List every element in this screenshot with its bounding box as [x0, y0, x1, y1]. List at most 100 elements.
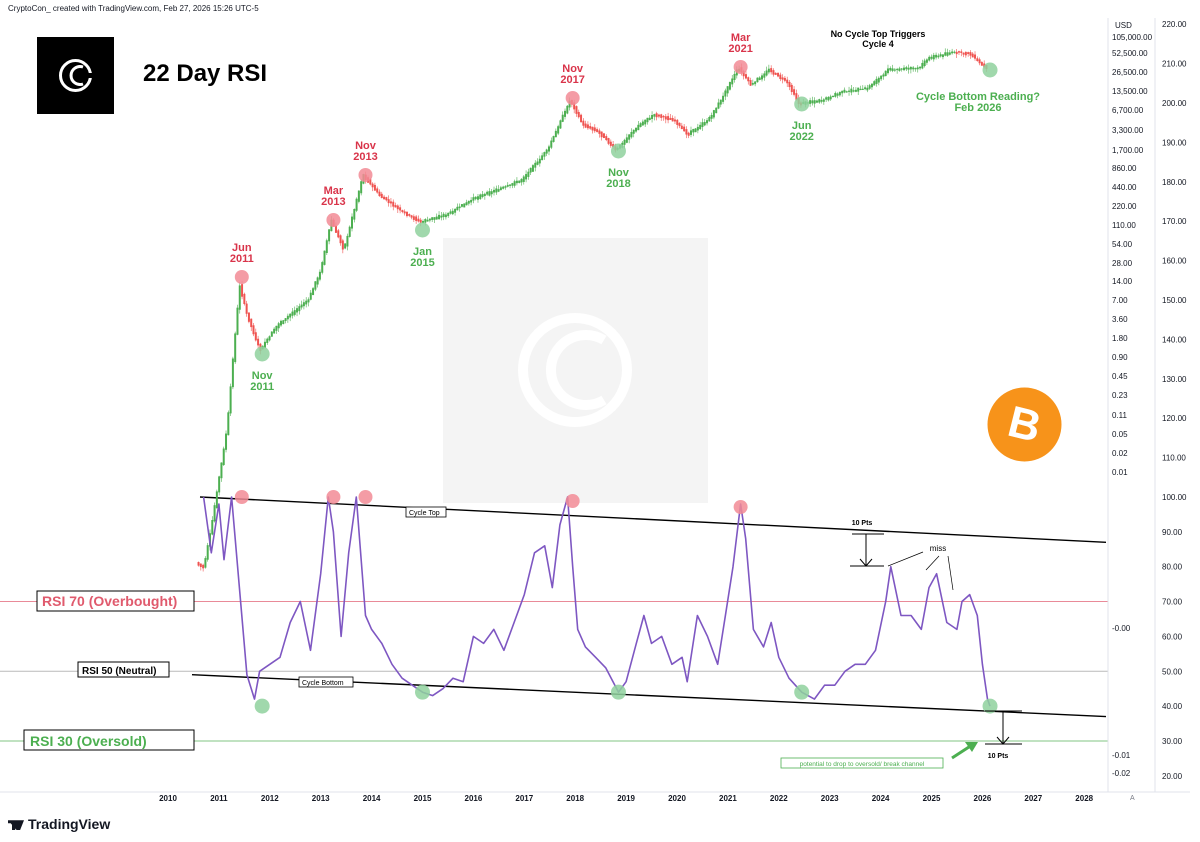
price-axis-tick: 3.60 [1112, 315, 1128, 324]
price-candle [586, 124, 589, 129]
price-candle [728, 82, 731, 90]
price-candle [632, 129, 635, 134]
price-candle [371, 183, 374, 188]
price-candle [669, 117, 672, 120]
price-candle [939, 54, 942, 57]
price-axis-tick: -0.01 [1112, 751, 1131, 760]
cycle-bottom-label: Nov [252, 370, 274, 382]
price-cycle-bottom-marker [794, 96, 810, 112]
price-candle [584, 123, 587, 128]
price-candle [424, 219, 427, 223]
price-candle [547, 146, 550, 152]
price-candle [772, 70, 775, 75]
price-candle [387, 199, 390, 204]
price-candle [909, 66, 912, 70]
price-candle [923, 60, 926, 67]
cycle-top-line [199, 496, 1107, 544]
price-candle [763, 73, 766, 78]
price-candle [928, 56, 931, 61]
x-axis-tick: 2020 [668, 794, 686, 803]
price-candle [291, 311, 294, 316]
price-candle [623, 139, 626, 145]
price-candle [893, 69, 896, 71]
cycle-top-label: Nov [355, 140, 377, 152]
price-candle [298, 306, 301, 312]
price-candle [898, 68, 901, 71]
price-candle [575, 106, 578, 114]
price-candle [270, 331, 273, 337]
price-candle [481, 194, 484, 197]
tradingview-label: TradingView [28, 816, 111, 832]
price-candle [596, 129, 599, 132]
price-candle [905, 67, 908, 70]
price-candle [422, 221, 425, 223]
price-candle [676, 119, 679, 125]
price-candle [238, 285, 241, 310]
price-candle [282, 320, 285, 325]
price-candle [756, 77, 759, 83]
price-candle [761, 75, 764, 80]
price-candle [593, 127, 596, 132]
price-axis-tick: 1,700.00 [1112, 146, 1144, 155]
price-candle [538, 158, 541, 164]
price-candle [314, 281, 317, 290]
price-axis-tick: 26,500.00 [1112, 68, 1148, 77]
price-candle [197, 562, 200, 566]
miss-label: miss [930, 544, 946, 553]
price-candle [486, 191, 489, 195]
price-candle [786, 79, 789, 84]
price-cycle-top-marker [565, 91, 580, 105]
price-candle [854, 89, 857, 92]
price-candle [612, 144, 615, 148]
price-candle [818, 99, 821, 103]
price-candle [710, 114, 713, 119]
price-candle [506, 184, 509, 187]
price-candle [541, 155, 544, 161]
price-candle [369, 179, 372, 185]
price-candle [907, 67, 910, 70]
x-axis-tick: 2010 [159, 794, 177, 803]
price-axis-tick: 3,300.00 [1112, 126, 1144, 135]
price-candle [717, 102, 720, 109]
price-axis-tick: 14.00 [1112, 277, 1133, 286]
price-candle [543, 152, 546, 157]
price-candle [351, 216, 354, 229]
cycle-top-tag-box [405, 506, 447, 518]
pts-bottom-label: 10 Pts [988, 753, 1009, 760]
price-candle [545, 149, 548, 154]
price-candle [811, 100, 814, 104]
price-candle [937, 55, 940, 58]
price-cycle-bottom-marker [610, 143, 626, 159]
price-candle [435, 216, 438, 220]
price-candle [971, 53, 974, 58]
rsi-axis-tick: 150.00 [1162, 296, 1187, 305]
price-candle [580, 114, 583, 123]
chart-credit: CryptoCon_ created with TradingView.com,… [8, 4, 259, 13]
x-axis-tick: 2027 [1024, 794, 1042, 803]
price-candle [564, 110, 567, 117]
rsi-cycle-bottom-marker [982, 698, 998, 714]
price-candle [268, 336, 271, 341]
price-candle [699, 124, 702, 130]
price-candle [385, 197, 388, 201]
price-candle [476, 196, 479, 200]
price-candle [868, 85, 871, 89]
x-axis-tick: 2017 [515, 794, 533, 803]
price-candle [829, 96, 832, 100]
price-candle [916, 67, 919, 70]
price-candle [328, 229, 331, 242]
cycle-bottom-label: 2022 [789, 131, 813, 143]
price-candle [474, 196, 477, 200]
price-candle [832, 95, 835, 98]
x-axis-tick: 2023 [821, 794, 839, 803]
price-candle [334, 225, 337, 233]
price-candle [671, 118, 674, 122]
price-axis-tick: 54.00 [1112, 240, 1133, 249]
x-axis-tick: 2025 [923, 794, 941, 803]
price-cycle-top-marker [326, 213, 341, 227]
price-candle [657, 114, 660, 117]
cc-logo-icon [59, 59, 94, 92]
no-top-cycle-text: Cycle 4 [862, 39, 894, 49]
price-candle [236, 307, 239, 335]
price-candle [529, 167, 532, 173]
